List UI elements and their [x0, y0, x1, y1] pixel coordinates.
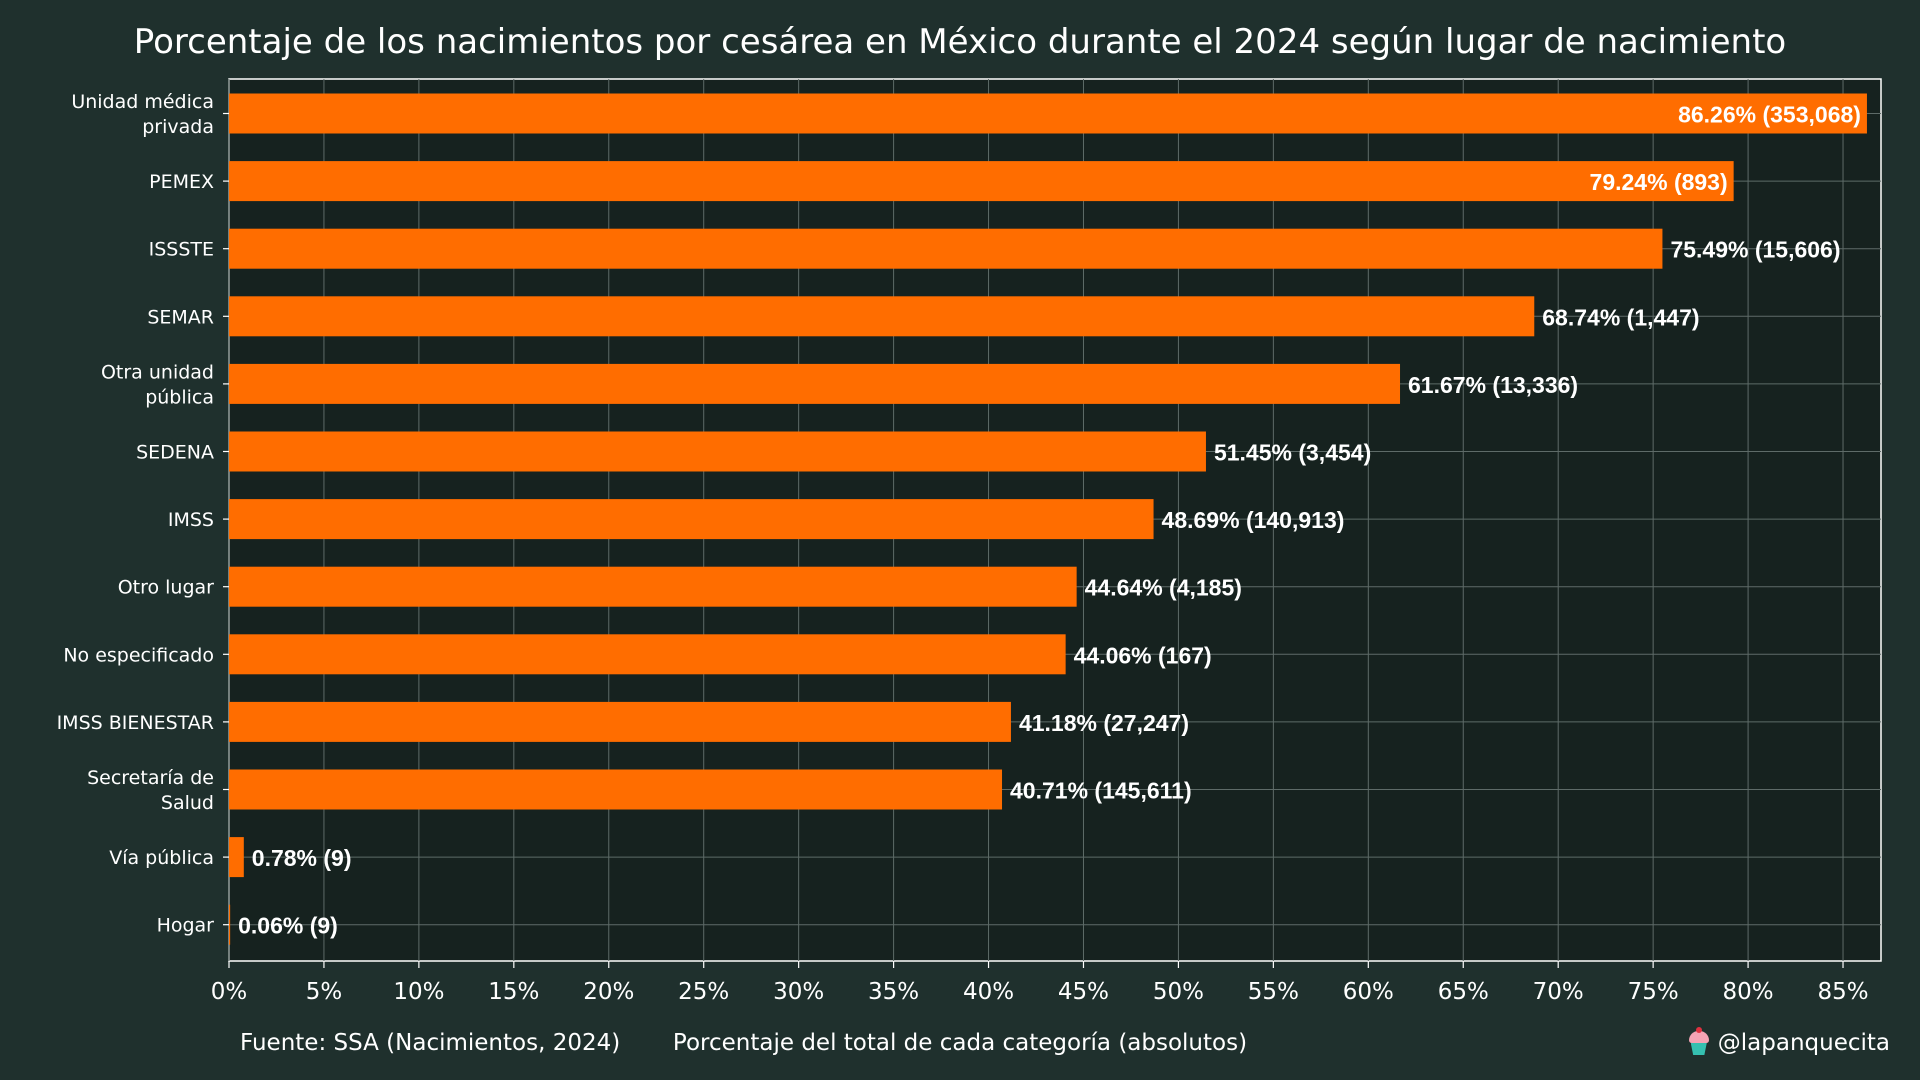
category-label: Secretaría de: [87, 767, 214, 789]
chart-title: Porcentaje de los nacimientos por cesáre…: [133, 22, 1787, 62]
category-label: Hogar: [157, 915, 215, 937]
category-labels: Unidad médica privada PEMEX ISSSTE SEMAR Otra…: [57, 91, 215, 937]
x-tick-label: 75%: [1628, 979, 1679, 1005]
category-label: Vía pública: [109, 847, 214, 869]
category-label: Salud: [161, 792, 214, 814]
source-note: Fuente: SSA (Nacimientos, 2024): [240, 1030, 621, 1056]
data-label: 0.06% (9): [238, 913, 338, 939]
x-tick-label: 25%: [678, 979, 729, 1005]
x-tick-label: 85%: [1817, 979, 1868, 1005]
category-label: pública: [145, 386, 214, 408]
category-label: Otra unidad: [101, 361, 214, 383]
data-label: 86.26% (353,068): [1678, 102, 1861, 128]
x-tick-label: 80%: [1723, 979, 1774, 1005]
x-tick-label: 55%: [1248, 979, 1299, 1005]
bar: [229, 363, 1401, 404]
x-axis-ticks: 0% 5% 10% 15% 20% 25% 30% 35% 40% 45% 50% 55% 60% 65%…: [211, 112, 1869, 1005]
x-tick-label: 10%: [393, 979, 444, 1005]
data-label: 79.24% (893): [1590, 169, 1728, 195]
bar: [229, 431, 1206, 472]
bar: [229, 499, 1154, 540]
data-label: 75.49% (15,606): [1670, 237, 1840, 263]
x-tick-label: 0%: [211, 979, 248, 1005]
category-label: Unidad médica: [71, 91, 214, 113]
x-tick-label: 70%: [1533, 979, 1584, 1005]
category-label: Otro lugar: [118, 577, 214, 599]
bar: [229, 634, 1066, 675]
x-tick-label: 35%: [868, 979, 919, 1005]
x-tick-label: 5%: [306, 979, 343, 1005]
x-tick-label: 40%: [963, 979, 1014, 1005]
x-tick-label: 65%: [1438, 979, 1489, 1005]
category-label: No especificado: [63, 644, 214, 666]
x-axis-label: Porcentaje del total de cada categoría (…: [672, 1030, 1248, 1056]
bar: [229, 296, 1535, 337]
bar: [229, 837, 244, 878]
bar: [229, 93, 1867, 134]
category-label: SEMAR: [147, 306, 214, 328]
credit-handle: @lapanquecita: [1717, 1030, 1890, 1056]
category-label: privada: [142, 116, 214, 138]
bars: [229, 93, 1867, 945]
data-label: 51.45% (3,454): [1214, 440, 1371, 466]
x-tick-label: 60%: [1343, 979, 1394, 1005]
bar: [229, 566, 1077, 607]
data-label: 61.67% (13,336): [1408, 372, 1578, 398]
x-tick-label: 20%: [583, 979, 634, 1005]
credit: @lapanquecita: [1688, 1027, 1890, 1056]
cupcake-icon: [1688, 1027, 1710, 1055]
bar: [229, 228, 1663, 269]
data-label: 48.69% (140,913): [1162, 507, 1345, 533]
x-tick-label: 45%: [1058, 979, 1109, 1005]
category-label: SEDENA: [136, 442, 214, 464]
data-label: 41.18% (27,247): [1019, 710, 1189, 736]
bar: [229, 701, 1011, 742]
category-label: IMSS: [168, 509, 214, 531]
data-label: 40.71% (145,611): [1010, 778, 1192, 804]
data-labels: 86.26% (353,068) 79.24% (893) 75.49% (15,6…: [238, 102, 1861, 939]
bar: [229, 161, 1734, 202]
data-label: 44.64% (4,185): [1085, 575, 1242, 601]
data-label: 68.74% (1,447): [1542, 304, 1699, 330]
bar: [229, 769, 1003, 810]
data-label: 44.06% (167): [1074, 642, 1212, 668]
bar: [229, 904, 231, 945]
x-tick-label: 15%: [488, 979, 539, 1005]
x-tick-label: 50%: [1153, 979, 1204, 1005]
category-label: ISSSTE: [149, 239, 214, 261]
x-tick-label: 30%: [773, 979, 824, 1005]
category-label: IMSS BIENESTAR: [57, 712, 214, 734]
category-label: PEMEX: [149, 171, 214, 193]
data-label: 0.78% (9): [252, 845, 352, 871]
